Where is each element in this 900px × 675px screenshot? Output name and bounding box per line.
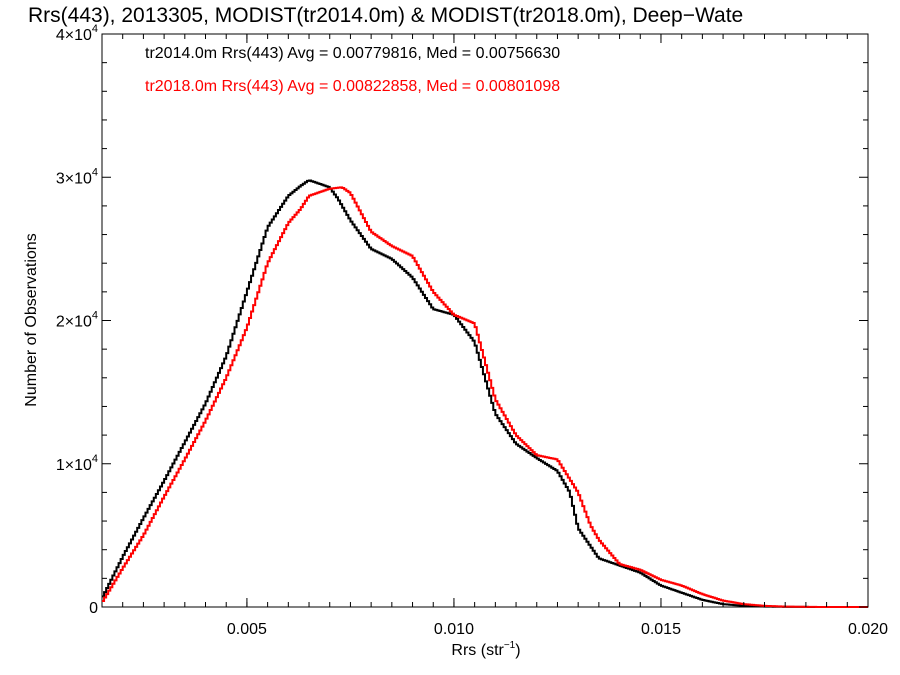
ticks-layer: 0.005 0.010 0.015 0.02001×1042×1043×1044×10… bbox=[56, 23, 888, 638]
x-axis-label: Rrs (str−1) bbox=[451, 640, 520, 659]
y-axis-label: Number of Observations bbox=[23, 233, 40, 406]
x-tick-label: 0.015 bbox=[641, 621, 681, 638]
x-axis-label-sup: −1 bbox=[504, 640, 516, 651]
series-1-histogram bbox=[102, 186, 868, 608]
x-axis-label-end: ) bbox=[515, 642, 520, 659]
x-tick-label: 0.005 bbox=[227, 621, 267, 638]
y-tick-label: 4×104 bbox=[56, 23, 98, 44]
y-tick-label: 2×104 bbox=[56, 310, 98, 331]
series-0-histogram bbox=[102, 179, 868, 608]
y-tick-label-mantissa: 3×10 bbox=[56, 170, 92, 187]
y-tick-label: 3×104 bbox=[56, 166, 98, 187]
y-tick-label-mantissa: 0 bbox=[89, 600, 98, 617]
plot-border bbox=[101, 33, 869, 608]
y-tick-label-mantissa: 1×10 bbox=[56, 457, 92, 474]
plot-frame bbox=[101, 33, 869, 608]
annotation-tr2018: tr2018.0m Rrs(443) Avg = 0.00822858, Med… bbox=[145, 78, 560, 95]
y-tick-label-exponent: 4 bbox=[92, 310, 98, 322]
annotation-tr2014: tr2014.0m Rrs(443) Avg = 0.00779816, Med… bbox=[145, 45, 560, 62]
y-tick-label: 0 bbox=[89, 600, 98, 617]
y-tick-label-exponent: 4 bbox=[92, 166, 98, 178]
y-tick-label-exponent: 4 bbox=[92, 453, 98, 465]
y-tick-label: 1×104 bbox=[56, 453, 98, 474]
x-tick-label: 0.020 bbox=[848, 621, 888, 638]
series-layer bbox=[102, 179, 868, 608]
y-tick-label-mantissa: 2×10 bbox=[56, 314, 92, 331]
chart-title: Rrs(443), 2013305, MODIST(tr2014.0m) & M… bbox=[28, 4, 743, 27]
x-axis-label-main: Rrs (str bbox=[451, 642, 504, 659]
x-tick-label: 0.010 bbox=[434, 621, 474, 638]
y-tick-label-mantissa: 4×10 bbox=[56, 27, 92, 44]
y-tick-label-exponent: 4 bbox=[92, 23, 98, 35]
